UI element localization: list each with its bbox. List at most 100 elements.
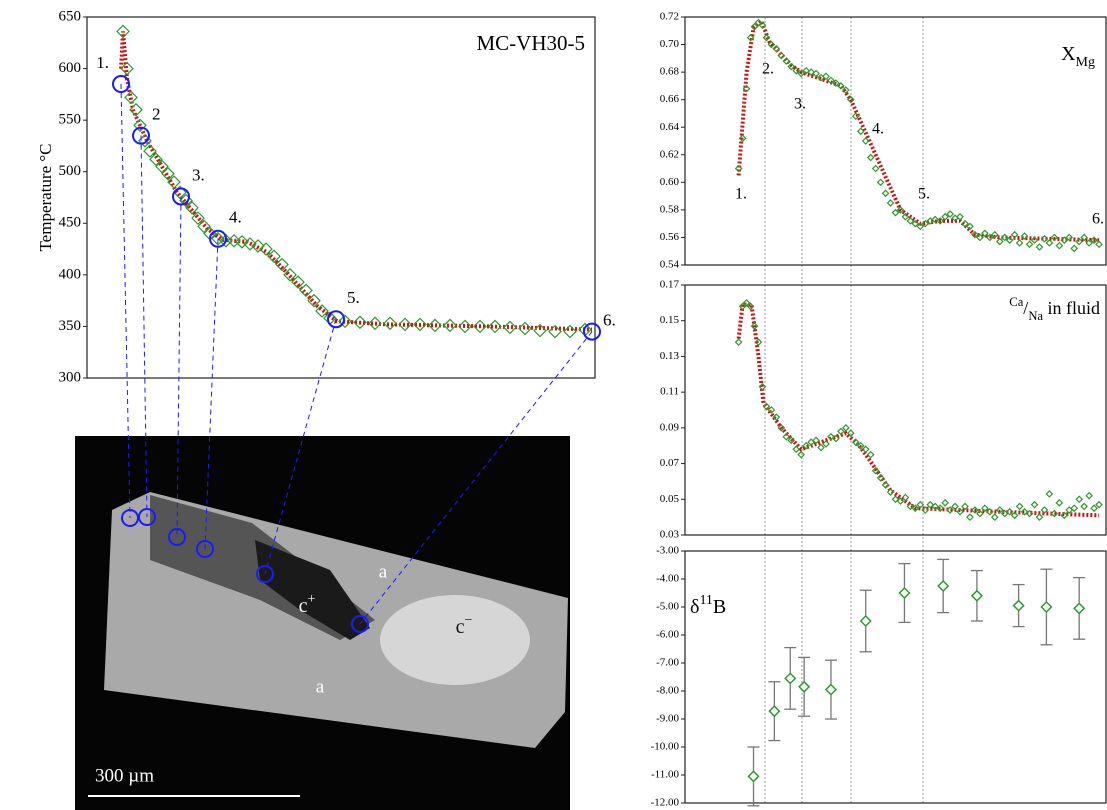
text-part: c	[456, 616, 465, 638]
y-tick-label: 500	[59, 163, 82, 179]
plot-frame	[685, 551, 1106, 803]
data-point	[798, 452, 804, 458]
text-part: B	[713, 596, 726, 618]
y-tick-label: 0.13	[660, 350, 680, 362]
y-tick-label: 650	[59, 8, 82, 24]
y-tick-label: 0.17	[660, 279, 680, 291]
data-point	[1046, 491, 1052, 497]
data-point	[818, 445, 824, 451]
data-point	[888, 200, 894, 206]
data-point	[749, 771, 759, 781]
y-tick-label: 0.05	[660, 493, 680, 505]
data-point	[799, 682, 809, 692]
y-tick-label: 0.70	[660, 38, 680, 50]
phase-label: a	[379, 561, 388, 582]
y-tick-label: 0.03	[660, 529, 680, 541]
y-tick-label: 300	[59, 369, 82, 385]
annotation: 6.	[1092, 211, 1104, 228]
y-tick-label: 0.58	[660, 203, 680, 215]
data-point	[938, 581, 948, 591]
y-tick-label: 550	[59, 112, 82, 128]
data-point	[736, 339, 742, 345]
data-point	[1056, 500, 1062, 506]
data-point	[1096, 502, 1102, 508]
y-tick-label: -10.00	[651, 741, 680, 753]
bse-image	[75, 436, 570, 810]
marker-label: 1.	[96, 53, 109, 72]
y-tick-label: 0.11	[660, 386, 679, 398]
data-point	[1036, 244, 1042, 250]
marker-label: 4.	[229, 208, 242, 227]
y-tick-label: -8.00	[656, 685, 679, 697]
data-point	[967, 514, 973, 520]
data-point	[1091, 505, 1097, 511]
y-tick-label: 0.62	[660, 148, 679, 160]
annotation: 4.	[872, 121, 884, 138]
y-tick-label: 600	[59, 60, 82, 76]
marker-label: 5.	[347, 288, 360, 307]
text-part: X	[1061, 43, 1076, 65]
text-part: in fluid	[1043, 298, 1100, 318]
y-tick-label: 0.72	[660, 11, 679, 23]
y-tick-label: -9.00	[656, 713, 679, 725]
y-tick-label: 0.54	[660, 259, 680, 271]
data-point	[878, 179, 884, 185]
text-part: c	[299, 595, 308, 617]
y-tick-label: -5.00	[656, 601, 679, 613]
y-axis-label: Temperature °C	[36, 143, 55, 251]
data-point	[1056, 243, 1062, 249]
data-point	[769, 706, 779, 716]
chart-title: XMg	[1061, 43, 1095, 70]
text-part: +	[307, 592, 315, 607]
chart-title: MC-VH30-5	[477, 31, 586, 55]
data-point	[793, 446, 799, 452]
data-point	[1096, 241, 1102, 247]
text-part: MC-VH30-5	[477, 31, 586, 55]
light-core	[380, 595, 530, 685]
data-point	[1076, 496, 1082, 502]
data-point	[125, 91, 137, 103]
text-part: −	[464, 613, 472, 628]
annotation: 3.	[794, 96, 806, 113]
data-point	[868, 155, 874, 161]
data-point	[228, 235, 240, 247]
data-point	[858, 128, 864, 134]
data-point	[444, 319, 456, 331]
data-point	[826, 685, 836, 695]
data-point	[1046, 240, 1052, 246]
y-tick-label: 0.56	[660, 231, 680, 243]
data-point	[1027, 241, 1033, 247]
y-tick-label: -6.00	[656, 629, 679, 641]
data-point	[564, 326, 576, 338]
data-point	[873, 166, 879, 172]
y-tick-label: 450	[59, 215, 82, 231]
chart-title: Ca/Na in fluid	[1009, 295, 1100, 323]
data-point	[1071, 245, 1077, 251]
fit-line	[739, 305, 1099, 516]
y-tick-label: 0.60	[660, 176, 680, 188]
y-tick-label: -4.00	[656, 573, 679, 585]
text-part: Na	[1028, 309, 1043, 323]
text-part: 11	[699, 593, 712, 608]
phase-label: a	[316, 676, 325, 697]
text-part: Ca	[1009, 295, 1023, 309]
text-part: δ	[690, 596, 699, 618]
data-point	[843, 425, 849, 431]
y-tick-label: 0.07	[660, 457, 680, 469]
data-point	[861, 616, 871, 626]
y-tick-label: -12.00	[651, 797, 680, 809]
y-tick-label: 0.64	[660, 121, 680, 133]
data-point	[899, 588, 909, 598]
data-point	[384, 317, 396, 329]
fit-line	[739, 21, 1099, 240]
data-point	[972, 591, 982, 601]
annotation: 5.	[918, 186, 930, 203]
data-point	[1014, 601, 1024, 611]
y-tick-label: -7.00	[656, 657, 679, 669]
data-point	[1041, 602, 1051, 612]
data-point	[1017, 503, 1023, 509]
data-point	[992, 514, 998, 520]
y-tick-label: 400	[59, 266, 82, 282]
data-point	[1081, 503, 1087, 509]
y-tick-label: 0.66	[660, 93, 680, 105]
